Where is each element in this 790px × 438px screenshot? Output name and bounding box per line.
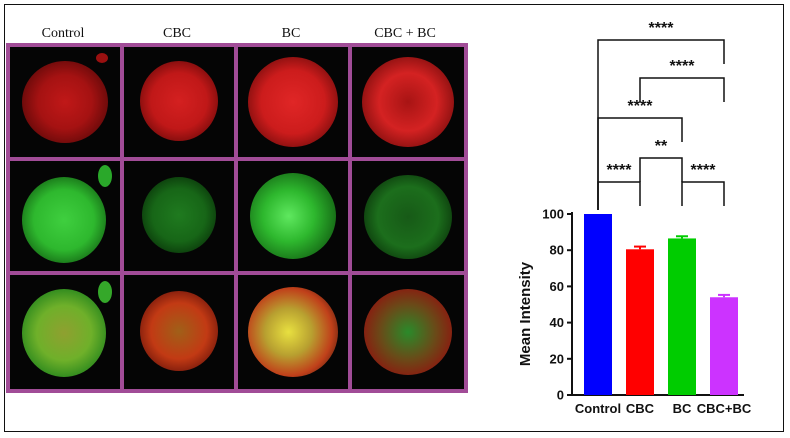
significance-bracket: [597, 39, 725, 210]
image-bc-green: [238, 161, 348, 271]
image-bc-red: [238, 47, 348, 157]
image-control-green: [10, 161, 120, 271]
significance-label: ****: [628, 98, 654, 115]
column-label-control: Control: [41, 26, 85, 41]
bar-cbc-bc: [710, 297, 738, 395]
figure-frame: [4, 4, 784, 432]
image-control-red: [10, 47, 120, 157]
image-cbc-bc-red: [352, 47, 464, 157]
x-tick-label: BC: [673, 401, 692, 416]
significance-brackets: **** ******************: [597, 20, 725, 210]
bar-control: [584, 214, 612, 395]
y-tick-label: 0: [557, 388, 564, 403]
significance-label: ****: [670, 58, 696, 75]
image-cbc-green: [124, 161, 234, 271]
column-label-cbc-bc: CBC + BC: [374, 26, 436, 41]
image-control-merge: [10, 275, 120, 389]
y-tick-label: 100: [542, 207, 564, 222]
y-tick-label: 60: [550, 279, 564, 294]
bars: [584, 214, 738, 395]
bar-cbc: [626, 249, 654, 395]
axes: 0 20 40 60 80 100 Control CBC BC CBC+BC: [542, 207, 752, 417]
significance-bracket: [681, 181, 725, 206]
microscopy-image-grid: [6, 43, 468, 393]
y-axis-label: Mean Intensity: [517, 261, 534, 366]
x-tick-label: CBC+BC: [697, 401, 752, 416]
image-cbc-merge: [124, 275, 234, 389]
y-tick-label: 20: [550, 351, 564, 366]
significance-bracket: [639, 77, 725, 102]
image-cbc-bc-green: [352, 161, 464, 271]
bar-chart: Mean Intensity 0 20 40 60 80 100 Control CBC BC C…: [517, 20, 752, 417]
image-cbc-red: [124, 47, 234, 157]
significance-label: ****: [649, 20, 675, 37]
bar-bc: [668, 238, 696, 395]
column-label-cbc: CBC: [162, 26, 191, 41]
significance-label: ****: [607, 162, 633, 179]
x-tick-label: Control: [575, 401, 621, 416]
x-tick-label: CBC: [626, 401, 655, 416]
y-tick-label: 80: [550, 243, 564, 258]
significance-bracket: [639, 157, 683, 182]
significance-label: **: [655, 138, 668, 155]
significance-bracket: [597, 181, 641, 210]
image-bc-merge: [238, 275, 348, 389]
significance-label: ****: [691, 162, 717, 179]
y-tick-label: 40: [550, 315, 564, 330]
column-label-bc: BC: [281, 26, 301, 41]
image-cbc-bc-merge: [352, 275, 464, 389]
